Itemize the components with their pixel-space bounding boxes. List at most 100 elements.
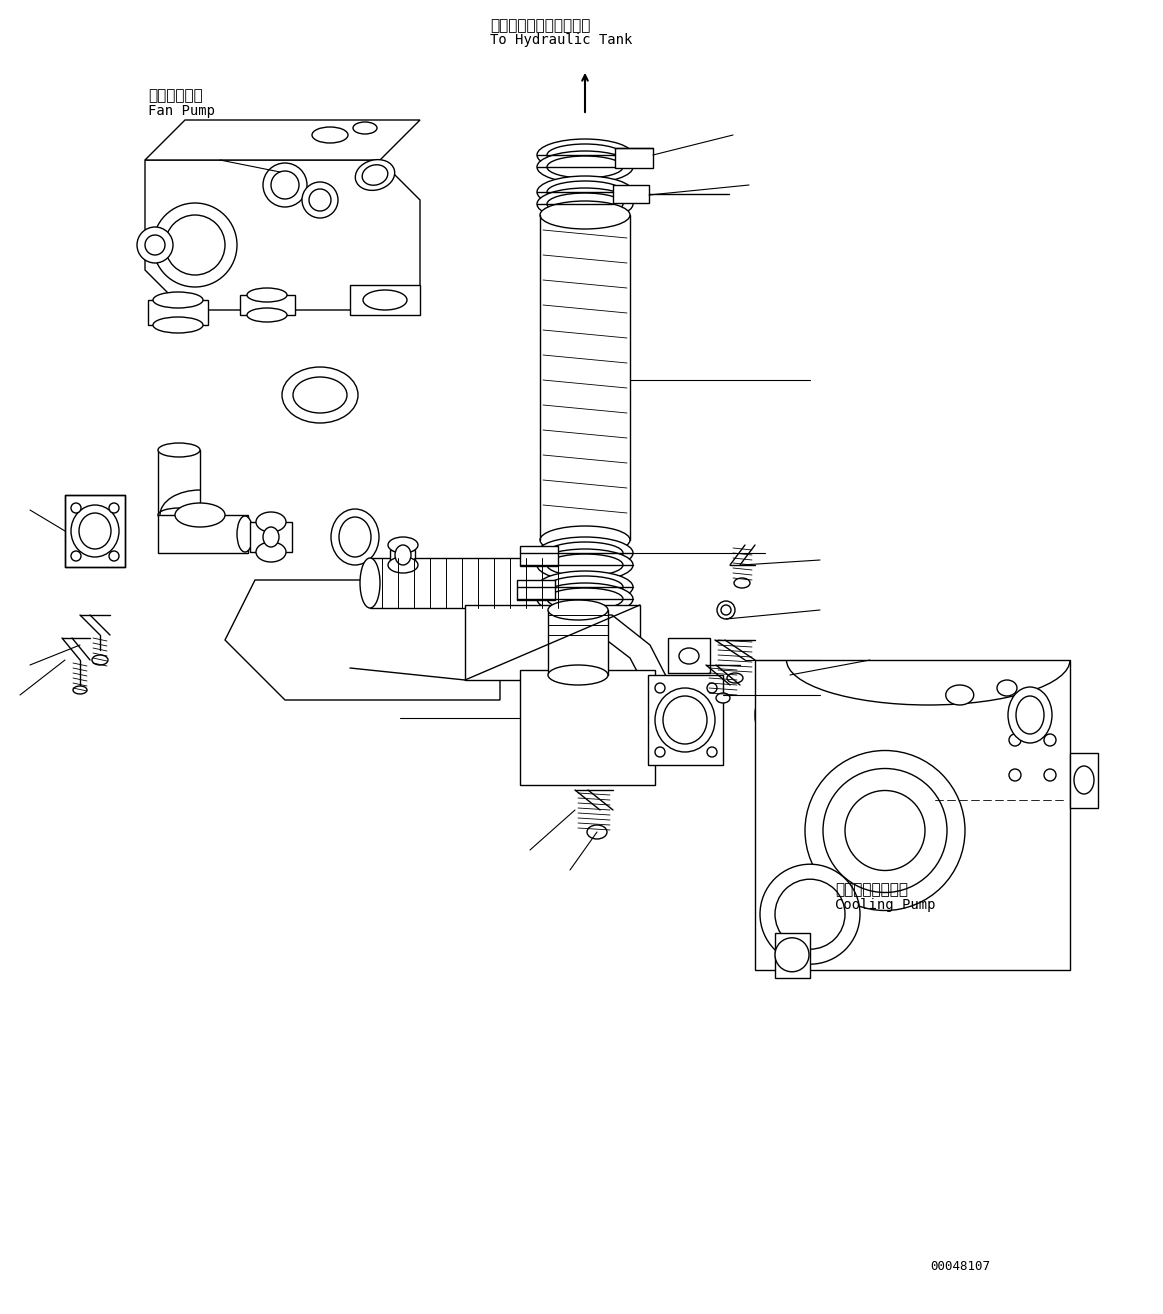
Ellipse shape [765,685,815,745]
Ellipse shape [293,377,347,413]
Ellipse shape [537,583,633,615]
Bar [668,639,709,673]
Ellipse shape [1008,687,1053,742]
Ellipse shape [707,683,718,692]
Ellipse shape [1009,769,1021,781]
Ellipse shape [655,746,665,757]
Bar [520,547,558,566]
Text: クーリングポンプ: クーリングポンプ [835,882,908,897]
Ellipse shape [158,443,200,457]
Ellipse shape [109,503,119,512]
Bar [65,495,124,568]
Ellipse shape [247,288,287,302]
Ellipse shape [759,865,859,964]
Ellipse shape [309,189,331,212]
Ellipse shape [154,202,237,286]
Ellipse shape [361,558,380,608]
Bar [390,551,415,565]
Ellipse shape [547,156,623,177]
Ellipse shape [540,526,630,555]
Ellipse shape [158,509,200,522]
Ellipse shape [145,235,165,255]
Ellipse shape [338,516,371,557]
Ellipse shape [537,139,633,171]
Ellipse shape [775,879,846,949]
Ellipse shape [537,549,633,581]
Ellipse shape [547,181,623,202]
Ellipse shape [547,587,623,610]
Ellipse shape [547,541,623,564]
Ellipse shape [71,505,119,557]
Bar [545,551,570,565]
Ellipse shape [846,791,925,870]
Ellipse shape [237,516,254,552]
Ellipse shape [388,557,418,573]
Ellipse shape [256,512,286,532]
Text: To Hydraulic Tank: To Hydraulic Tank [490,33,633,47]
Ellipse shape [71,551,81,561]
Ellipse shape [73,686,87,694]
Ellipse shape [256,541,286,562]
Ellipse shape [550,545,566,565]
Ellipse shape [721,604,732,615]
Ellipse shape [946,685,973,706]
Ellipse shape [805,750,965,911]
Bar [158,515,248,553]
Bar [518,579,555,600]
Bar [615,148,652,168]
Ellipse shape [1044,735,1056,746]
Ellipse shape [540,201,630,229]
Text: 00048107: 00048107 [930,1260,990,1273]
Ellipse shape [823,769,947,892]
Ellipse shape [755,675,825,756]
Ellipse shape [312,127,348,143]
Bar [370,558,570,608]
Ellipse shape [543,557,573,573]
Ellipse shape [79,512,110,549]
Polygon shape [555,615,668,692]
Ellipse shape [547,576,623,598]
Ellipse shape [734,578,750,587]
Ellipse shape [71,503,81,512]
Ellipse shape [572,570,628,636]
Ellipse shape [663,696,707,744]
Ellipse shape [547,555,623,576]
Ellipse shape [537,151,633,183]
Ellipse shape [997,681,1016,696]
Ellipse shape [548,600,608,620]
Ellipse shape [655,683,665,692]
Polygon shape [224,579,500,700]
Text: ハイドロリックタンクへ: ハイドロリックタンクへ [490,18,591,33]
Ellipse shape [281,367,358,423]
Ellipse shape [1044,769,1056,781]
Ellipse shape [247,307,287,322]
Bar [548,610,608,675]
Polygon shape [145,120,420,160]
Ellipse shape [363,290,407,310]
Ellipse shape [1016,696,1044,735]
Ellipse shape [174,503,224,527]
Ellipse shape [775,938,809,972]
Ellipse shape [1009,735,1021,746]
Text: Cooling Pump: Cooling Pump [835,897,935,912]
Ellipse shape [537,572,633,603]
Ellipse shape [154,292,204,307]
Bar [1070,753,1098,808]
Bar [148,300,208,325]
Bar [240,296,295,315]
Ellipse shape [727,673,743,683]
Ellipse shape [1073,766,1094,794]
Bar [520,670,655,784]
Ellipse shape [679,648,699,664]
Bar [648,675,723,765]
Ellipse shape [154,317,204,332]
Ellipse shape [137,227,173,263]
Ellipse shape [271,171,299,198]
Ellipse shape [302,183,338,218]
Ellipse shape [587,825,607,840]
Ellipse shape [537,188,633,219]
Ellipse shape [582,579,619,627]
Ellipse shape [707,746,718,757]
Ellipse shape [355,159,394,191]
Bar [350,285,420,315]
